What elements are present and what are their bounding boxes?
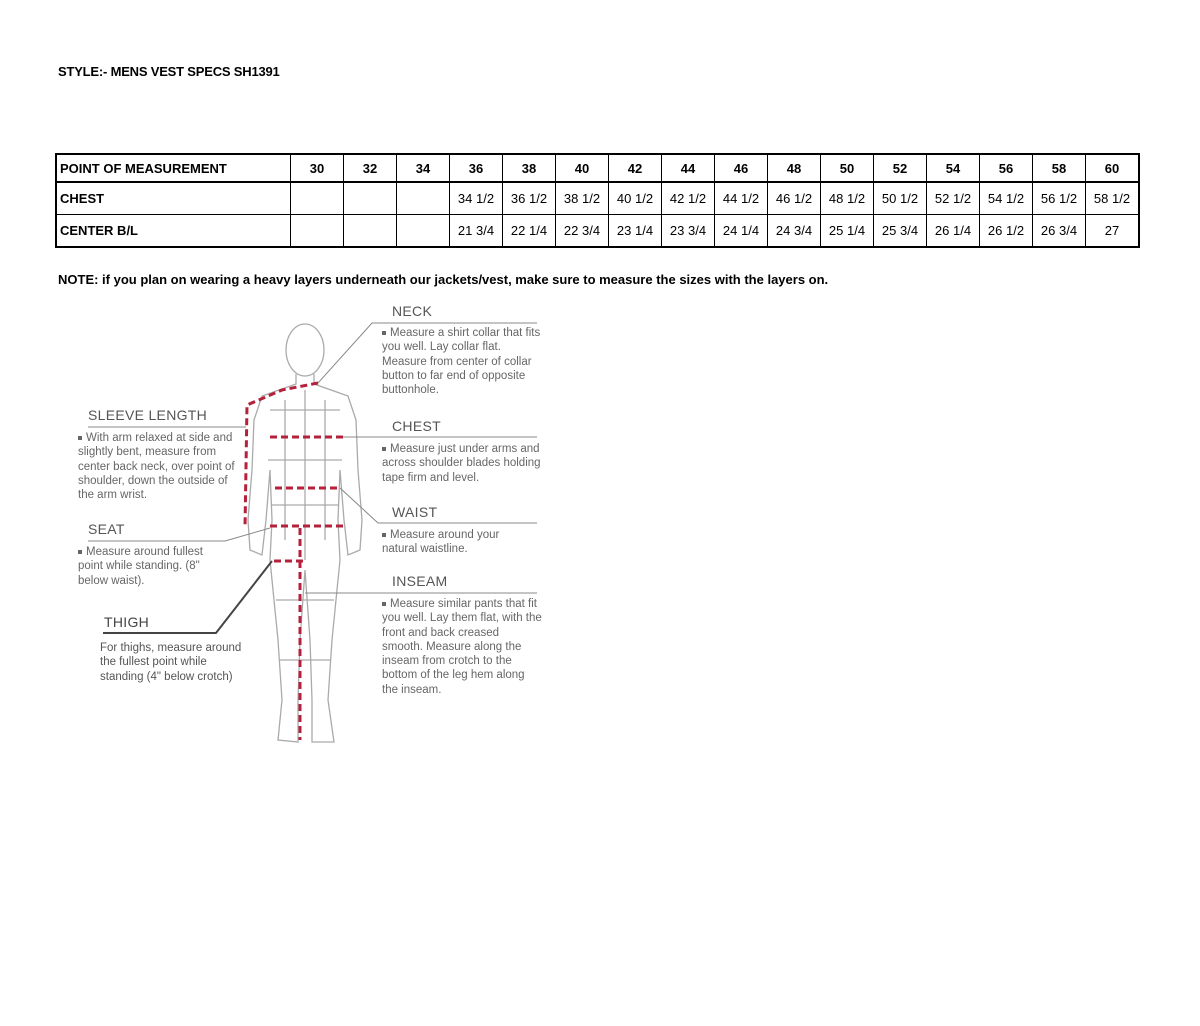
thigh-leader-line: [103, 560, 273, 634]
table-cell: [290, 214, 344, 248]
header-cell: 44: [661, 153, 715, 183]
thigh-heading: THIGH: [104, 614, 150, 630]
table-cell: 52 1/2: [926, 181, 980, 215]
layering-note: NOTE: if you plan on wearing a heavy lay…: [58, 272, 829, 287]
header-cell: 54: [926, 153, 980, 183]
waist-heading: WAIST: [392, 504, 438, 520]
header-cell: POINT OF MEASUREMENT: [55, 153, 291, 183]
table-cell: 40 1/2: [608, 181, 662, 215]
table-cell: 21 3/4: [449, 214, 503, 248]
bullet-icon: [78, 435, 82, 440]
leader-lines: [88, 322, 537, 594]
thigh-text: For thighs, measure around the fullest p…: [100, 642, 242, 683]
inseam-heading: INSEAM: [392, 573, 448, 589]
header-cell: 36: [449, 153, 503, 183]
bullet-icon: [382, 532, 386, 537]
table-cell: 48 1/2: [820, 181, 874, 215]
body-outline: [247, 323, 363, 743]
table-cell: 26 3/4: [1032, 214, 1086, 248]
header-cell: 60: [1085, 153, 1140, 183]
header-cell: 58: [1032, 153, 1086, 183]
bullet-icon: [382, 446, 386, 451]
table-cell: 25 3/4: [873, 214, 927, 248]
table-cell: [396, 181, 450, 215]
table-cell: 24 1/4: [714, 214, 768, 248]
table-row: CHEST 34 1/2 36 1/2 38 1/2 40 1/2 42 1/2…: [55, 181, 1140, 215]
style-title: STYLE:- MENS VEST SPECS SH1391: [58, 64, 280, 79]
table-cell: 38 1/2: [555, 181, 609, 215]
header-cell: 46: [714, 153, 768, 183]
table-cell: 54 1/2: [979, 181, 1033, 215]
table-row: CENTER B/L 21 3/4 22 1/4 22 3/4 23 1/4 2…: [55, 214, 1140, 248]
waist-description: Measure around your natural waistline.: [382, 529, 500, 556]
sleeve-description: With arm relaxed at side and slightly be…: [78, 432, 235, 502]
row-label: CHEST: [55, 181, 291, 215]
table-cell: 36 1/2: [502, 181, 556, 215]
table-cell: 46 1/2: [767, 181, 821, 215]
sleeve-text: With arm relaxed at side and slightly be…: [78, 431, 238, 502]
seat-text: Measure around fullest point while stand…: [78, 545, 208, 588]
size-spec-table: POINT OF MEASUREMENT 30 32 34 36 38 40 4…: [55, 153, 1140, 248]
chest-heading: CHEST: [392, 418, 441, 434]
table-cell: 34 1/2: [449, 181, 503, 215]
bullet-icon: [382, 601, 386, 606]
bullet-icon: [78, 549, 82, 554]
header-cell: 42: [608, 153, 662, 183]
table-cell: 27: [1085, 214, 1140, 248]
table-cell: 22 1/4: [502, 214, 556, 248]
inseam-description: Measure similar pants that fit you well.…: [382, 598, 542, 696]
table-cell: 26 1/4: [926, 214, 980, 248]
seat-description: Measure around fullest point while stand…: [78, 546, 203, 587]
table-cell: 23 3/4: [661, 214, 715, 248]
sleeve-heading: SLEEVE LENGTH: [88, 407, 208, 423]
table-cell: 25 1/4: [820, 214, 874, 248]
table-cell: 26 1/2: [979, 214, 1033, 248]
neck-heading: NECK: [392, 303, 433, 319]
seat-heading: SEAT: [88, 521, 125, 537]
chest-text: Measure just under arms and across shoul…: [382, 442, 542, 485]
inseam-text: Measure similar pants that fit you well.…: [382, 597, 542, 697]
header-cell: 52: [873, 153, 927, 183]
header-cell: 40: [555, 153, 609, 183]
row-label: CENTER B/L: [55, 214, 291, 248]
neck-description: Measure a shirt collar that fits you wel…: [382, 327, 541, 397]
table-header-row: POINT OF MEASUREMENT 30 32 34 36 38 40 4…: [55, 153, 1140, 183]
bullet-icon: [382, 330, 386, 335]
header-cell: 48: [767, 153, 821, 183]
table-cell: [396, 214, 450, 248]
header-cell: 32: [343, 153, 397, 183]
chest-description: Measure just under arms and across shoul…: [382, 443, 541, 484]
header-cell: 50: [820, 153, 874, 183]
table-cell: 23 1/4: [608, 214, 662, 248]
neck-text: Measure a shirt collar that fits you wel…: [382, 326, 542, 397]
waist-text: Measure around your natural waistline.: [382, 528, 522, 557]
header-cell: 34: [396, 153, 450, 183]
measurement-dashes: [243, 381, 345, 740]
header-cell: 30: [290, 153, 344, 183]
table-cell: 24 3/4: [767, 214, 821, 248]
table-cell: 22 3/4: [555, 214, 609, 248]
table-cell: [343, 214, 397, 248]
